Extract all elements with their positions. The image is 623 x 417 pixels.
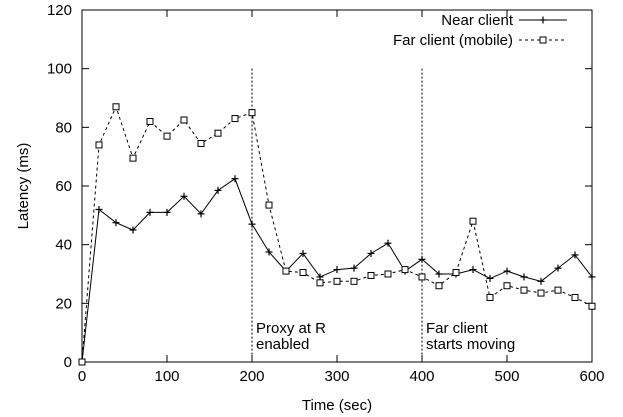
data-point-plus	[248, 220, 256, 228]
data-point-square	[180, 116, 188, 124]
data-point-square	[554, 286, 562, 294]
data-point-plus	[537, 277, 545, 285]
data-point-plus	[350, 264, 358, 272]
event-annotation: Far client	[426, 320, 489, 337]
x-tick-label: 200	[239, 368, 264, 385]
data-point-plus	[214, 186, 222, 194]
data-point-square	[146, 117, 154, 125]
legend-label: Near client	[441, 12, 514, 29]
y-tick-label: 60	[55, 178, 72, 195]
data-point-square	[367, 271, 375, 279]
axes: 0 100 200 300 400 500 600 0 20 40 60 80 100 120	[47, 2, 605, 385]
data-point-square	[231, 115, 239, 123]
data-point-square	[248, 109, 256, 117]
data-point-square	[95, 141, 103, 149]
data-point-square	[503, 282, 511, 290]
data-point-plus	[163, 208, 171, 216]
data-point-square	[452, 269, 460, 277]
data-point-plus	[588, 273, 596, 281]
data-point-square	[299, 269, 307, 277]
x-tick-label: 500	[494, 368, 519, 385]
x-tick-label: 400	[409, 368, 434, 385]
data-point-square	[214, 129, 222, 137]
data-point-square	[265, 201, 273, 209]
y-tick-label: 100	[47, 61, 72, 78]
data-point-plus	[554, 264, 562, 272]
data-point-plus	[129, 226, 137, 234]
data-point-plus	[418, 255, 426, 263]
data-point-square	[539, 36, 547, 44]
data-point-square	[112, 103, 120, 111]
y-axis-title: Latency (ms)	[15, 143, 32, 230]
data-point-plus	[180, 192, 188, 200]
data-point-plus	[316, 273, 324, 281]
data-point-plus	[333, 266, 341, 274]
data-point-plus	[571, 251, 579, 259]
series-1	[78, 103, 596, 366]
legend-label: Far client (mobile)	[393, 32, 513, 49]
data-point-plus	[503, 267, 511, 275]
data-point-square	[469, 217, 477, 225]
data-point-square	[418, 273, 426, 281]
series-line	[81, 105, 593, 363]
y-tick-label: 20	[55, 295, 72, 312]
data-point-square	[282, 267, 290, 275]
series-layer	[78, 103, 596, 366]
data-point-plus	[146, 208, 154, 216]
y-tick-label: 80	[55, 119, 72, 136]
series-0	[78, 175, 596, 366]
data-point-plus	[384, 239, 392, 247]
data-point-plus	[539, 16, 547, 24]
data-point-square	[384, 270, 392, 278]
data-point-square	[435, 282, 443, 290]
data-point-plus	[112, 219, 120, 227]
x-tick-label: 0	[78, 368, 86, 385]
data-point-square	[350, 277, 358, 285]
y-tick-label: 0	[64, 354, 72, 371]
data-point-square	[537, 289, 545, 297]
x-tick-label: 300	[324, 368, 349, 385]
data-point-square	[401, 266, 409, 274]
event-annotation: enabled	[256, 336, 309, 353]
data-point-square	[78, 358, 86, 366]
data-point-square	[588, 302, 596, 310]
data-point-square	[197, 139, 205, 147]
data-point-plus	[265, 248, 273, 256]
y-tick-label: 120	[47, 2, 72, 19]
data-point-plus	[520, 273, 528, 281]
data-point-square	[316, 279, 324, 287]
data-point-square	[520, 286, 528, 294]
y-tick-label: 40	[55, 237, 72, 254]
event-annotation: Proxy at R	[256, 320, 326, 337]
data-point-plus	[299, 249, 307, 257]
event-annotation: starts moving	[426, 336, 515, 353]
data-point-plus	[231, 175, 239, 183]
data-point-square	[129, 154, 137, 162]
data-point-plus	[197, 210, 205, 218]
x-tick-label: 600	[579, 368, 604, 385]
data-point-square	[163, 132, 171, 140]
legend: Near client Far client (mobile)	[393, 12, 567, 49]
plot-frame	[81, 9, 593, 363]
data-point-plus	[367, 249, 375, 257]
data-point-plus	[469, 266, 477, 274]
data-point-plus	[435, 270, 443, 278]
x-tick-label: 100	[154, 368, 179, 385]
data-point-plus	[486, 274, 494, 282]
x-axis-title: Time (sec)	[302, 397, 372, 414]
data-point-square	[333, 277, 341, 285]
data-point-square	[571, 293, 579, 301]
data-point-plus	[95, 205, 103, 213]
data-point-square	[486, 293, 494, 301]
